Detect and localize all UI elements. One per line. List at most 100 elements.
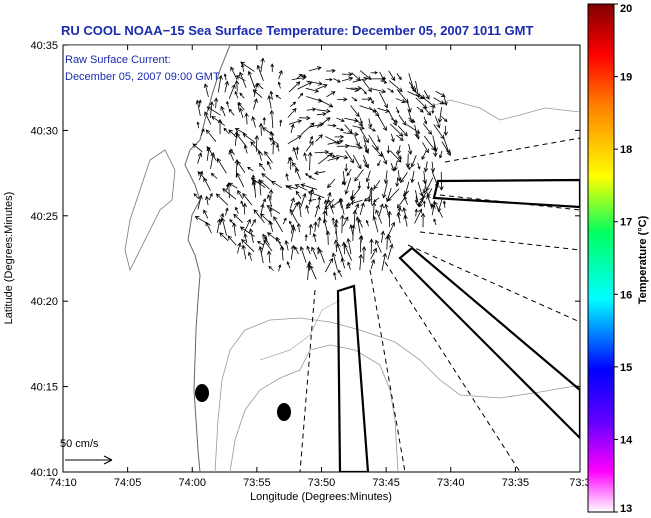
annotation-line-1: Raw Surface Current:	[65, 54, 171, 66]
current-vector	[345, 144, 363, 150]
current-vector	[363, 159, 368, 168]
current-vector	[369, 96, 374, 105]
current-vector	[213, 97, 219, 109]
chart-title: RU COOL NOAA−15 Sea Surface Temperature:…	[61, 23, 533, 38]
current-vector	[359, 127, 369, 144]
current-vector	[284, 239, 289, 251]
colorbar-tick-label: 13	[620, 503, 632, 515]
current-vector	[400, 172, 408, 184]
current-vector	[237, 242, 242, 254]
current-vector	[217, 74, 223, 93]
current-vector	[417, 181, 424, 197]
current-vector	[296, 222, 301, 233]
current-vector	[291, 162, 300, 171]
current-vector	[425, 177, 434, 192]
current-vector	[351, 96, 358, 102]
current-vector	[337, 269, 343, 278]
current-vector	[307, 190, 325, 199]
current-vector	[260, 57, 265, 73]
current-vector	[396, 134, 404, 141]
current-vector	[234, 79, 240, 92]
outlined-wedges	[336, 178, 580, 472]
current-vector	[308, 223, 313, 236]
current-vector	[254, 134, 260, 152]
current-vector	[287, 135, 302, 145]
current-vector	[233, 213, 243, 224]
current-vector	[385, 235, 390, 250]
current-vector	[370, 71, 378, 75]
current-vector	[318, 98, 334, 108]
current-vector	[228, 149, 234, 161]
current-vector	[346, 237, 352, 255]
current-vector	[273, 216, 283, 233]
current-vector	[340, 257, 346, 269]
current-vector	[334, 134, 345, 139]
colorbar	[587, 3, 615, 513]
current-vector	[414, 208, 418, 217]
current-vector	[228, 84, 236, 99]
current-vector	[241, 244, 247, 260]
current-vector	[241, 238, 255, 252]
current-vector	[226, 182, 232, 199]
current-vector	[239, 92, 245, 99]
current-vector	[387, 109, 397, 126]
current-vector	[402, 190, 410, 197]
current-vector	[395, 177, 400, 187]
current-vector	[359, 202, 365, 216]
current-vector	[433, 141, 438, 158]
current-vector	[387, 210, 392, 227]
current-vector	[388, 70, 396, 82]
current-vector	[336, 117, 345, 123]
current-vector	[434, 116, 441, 129]
current-vector	[205, 129, 217, 142]
radial-lines	[299, 137, 580, 472]
current-vector	[288, 81, 301, 93]
x-tick-label: 74:00	[178, 477, 206, 489]
current-vector	[407, 110, 414, 124]
current-vector	[279, 245, 285, 261]
current-vector	[366, 182, 370, 190]
current-vector	[354, 169, 364, 182]
current-vector	[397, 125, 408, 137]
current-vector	[309, 135, 313, 143]
current-vector	[312, 232, 317, 243]
current-vector	[262, 116, 266, 125]
current-vector	[395, 106, 400, 114]
current-vector	[270, 63, 275, 72]
current-vector	[219, 212, 225, 226]
current-vector	[258, 122, 264, 136]
current-vector	[393, 160, 398, 172]
current-vector	[225, 207, 229, 216]
y-tick-label: 40:10	[30, 467, 58, 479]
current-vector	[375, 239, 382, 253]
current-vector	[390, 118, 399, 123]
current-vector	[298, 115, 311, 121]
current-vector	[252, 89, 263, 99]
current-vector	[358, 218, 363, 228]
current-vector	[206, 145, 217, 162]
current-vector	[368, 127, 376, 132]
current-vector	[210, 152, 215, 170]
current-vector	[365, 219, 369, 227]
current-vector	[311, 246, 318, 260]
current-vector	[203, 177, 211, 191]
x-tick-label: 74:05	[114, 477, 142, 489]
current-vector	[368, 76, 387, 82]
current-vector	[361, 88, 367, 95]
current-vector	[355, 216, 361, 234]
current-vector	[295, 146, 300, 155]
current-vector	[266, 160, 272, 170]
current-vector	[390, 123, 404, 137]
current-vector	[253, 209, 265, 224]
current-vector	[387, 243, 394, 260]
current-vector	[410, 170, 415, 184]
current-vector	[260, 203, 265, 214]
current-vector	[257, 178, 262, 196]
current-vector	[369, 186, 374, 205]
current-vector	[352, 125, 365, 131]
current-vector	[306, 80, 323, 86]
current-vector	[318, 248, 325, 264]
bathymetry-contour-2	[229, 344, 399, 472]
current-vector	[296, 73, 303, 79]
current-vector	[224, 80, 229, 93]
